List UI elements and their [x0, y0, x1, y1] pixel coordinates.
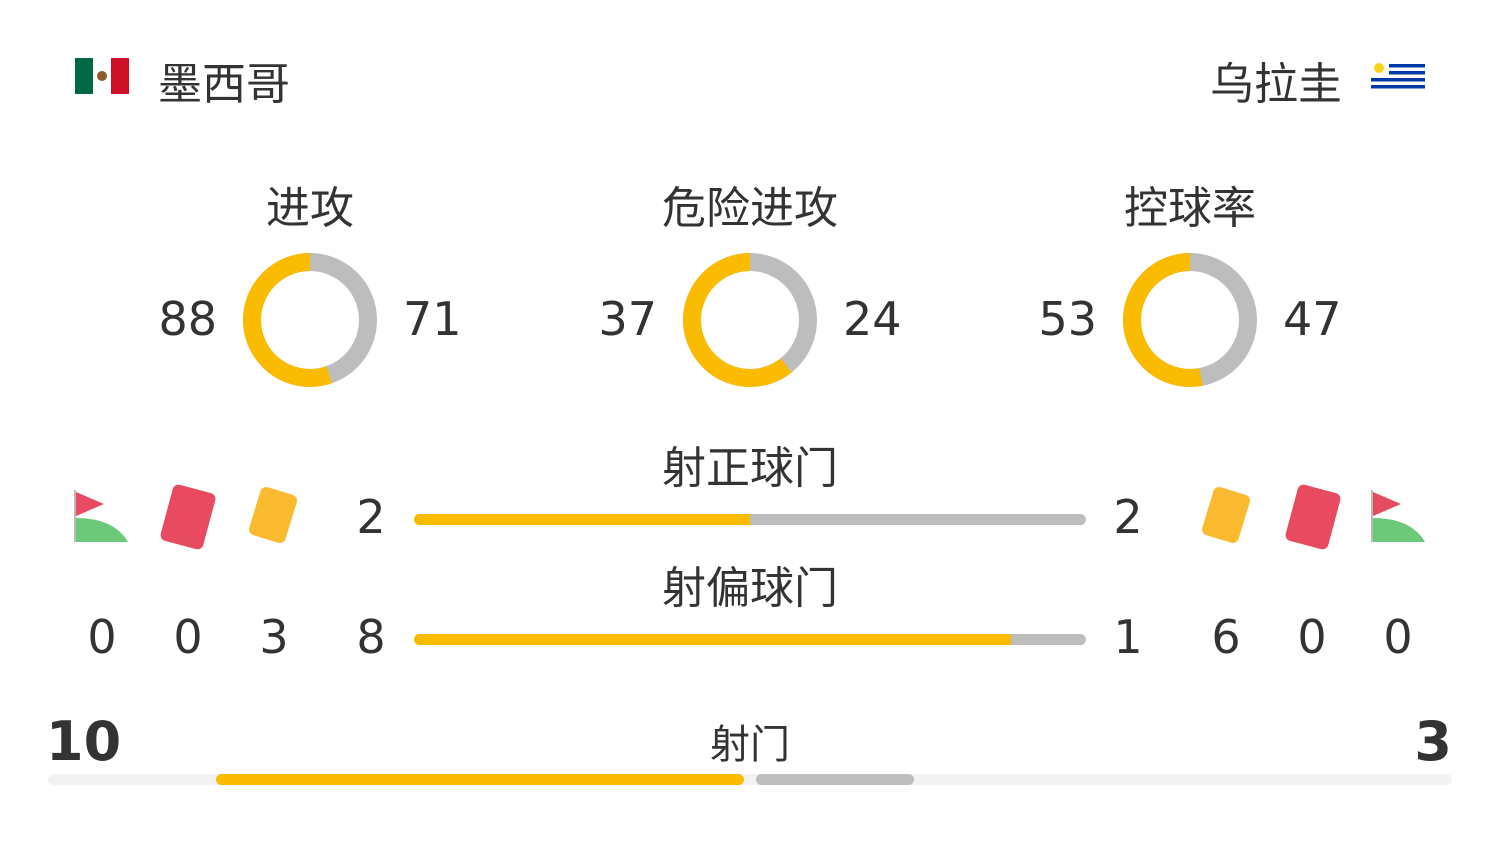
away-shots-bar [756, 774, 915, 785]
home-shots-bar [216, 774, 744, 785]
donut-chart [243, 253, 377, 387]
donut-chart [683, 253, 817, 387]
shots-off-target-bar [414, 634, 1086, 645]
donut-home-arc [243, 253, 377, 387]
home-team-name: 墨西哥 [158, 59, 290, 110]
away-team-name: 乌拉圭 [1210, 59, 1342, 110]
donut-home-value: 37 [598, 292, 657, 346]
donut-home-arc [683, 253, 817, 387]
home-shots-on-target: 2 [356, 490, 386, 544]
home-yellow-cards: 3 [259, 610, 289, 664]
donut-chart [1123, 253, 1257, 387]
donut-home-value: 88 [158, 292, 217, 346]
shots-on-target-bar [414, 514, 1086, 525]
mexico-flag-icon [75, 58, 129, 94]
uruguay-flag-icon [1371, 60, 1425, 92]
donut-home-arc [1123, 253, 1257, 387]
donut-away-value: 47 [1283, 292, 1342, 346]
donut-title: 控球率 [1124, 183, 1256, 234]
donut-away-value: 24 [843, 292, 902, 346]
yellow-card-icon [1200, 485, 1252, 545]
shots-off-target-title: 射偏球门 [662, 563, 838, 614]
red-card-icon [159, 483, 217, 551]
home-corners: 0 [87, 610, 117, 664]
shots-title: 射门 [710, 722, 790, 768]
donut-away-value: 71 [403, 292, 462, 346]
away-corners: 0 [1383, 610, 1413, 664]
home-red-cards: 0 [173, 610, 203, 664]
away-shots: 3 [1414, 710, 1452, 773]
donut-title: 危险进攻 [662, 183, 838, 234]
corner-flag-icon [1371, 490, 1425, 542]
away-shots-on-target: 2 [1113, 490, 1143, 544]
home-shots-off-target: 8 [356, 610, 386, 664]
red-card-icon [1284, 483, 1342, 551]
home-shots: 10 [46, 710, 122, 773]
away-red-cards: 0 [1297, 610, 1327, 664]
corner-flag-icon [74, 490, 128, 542]
shots-track [48, 774, 1452, 785]
donut-home-value: 53 [1038, 292, 1097, 346]
donut-title: 进攻 [266, 183, 354, 234]
yellow-card-icon [247, 485, 299, 545]
shots-on-target-title: 射正球门 [662, 443, 838, 494]
away-yellow-cards: 6 [1211, 610, 1241, 664]
away-shots-off-target: 1 [1113, 610, 1143, 664]
